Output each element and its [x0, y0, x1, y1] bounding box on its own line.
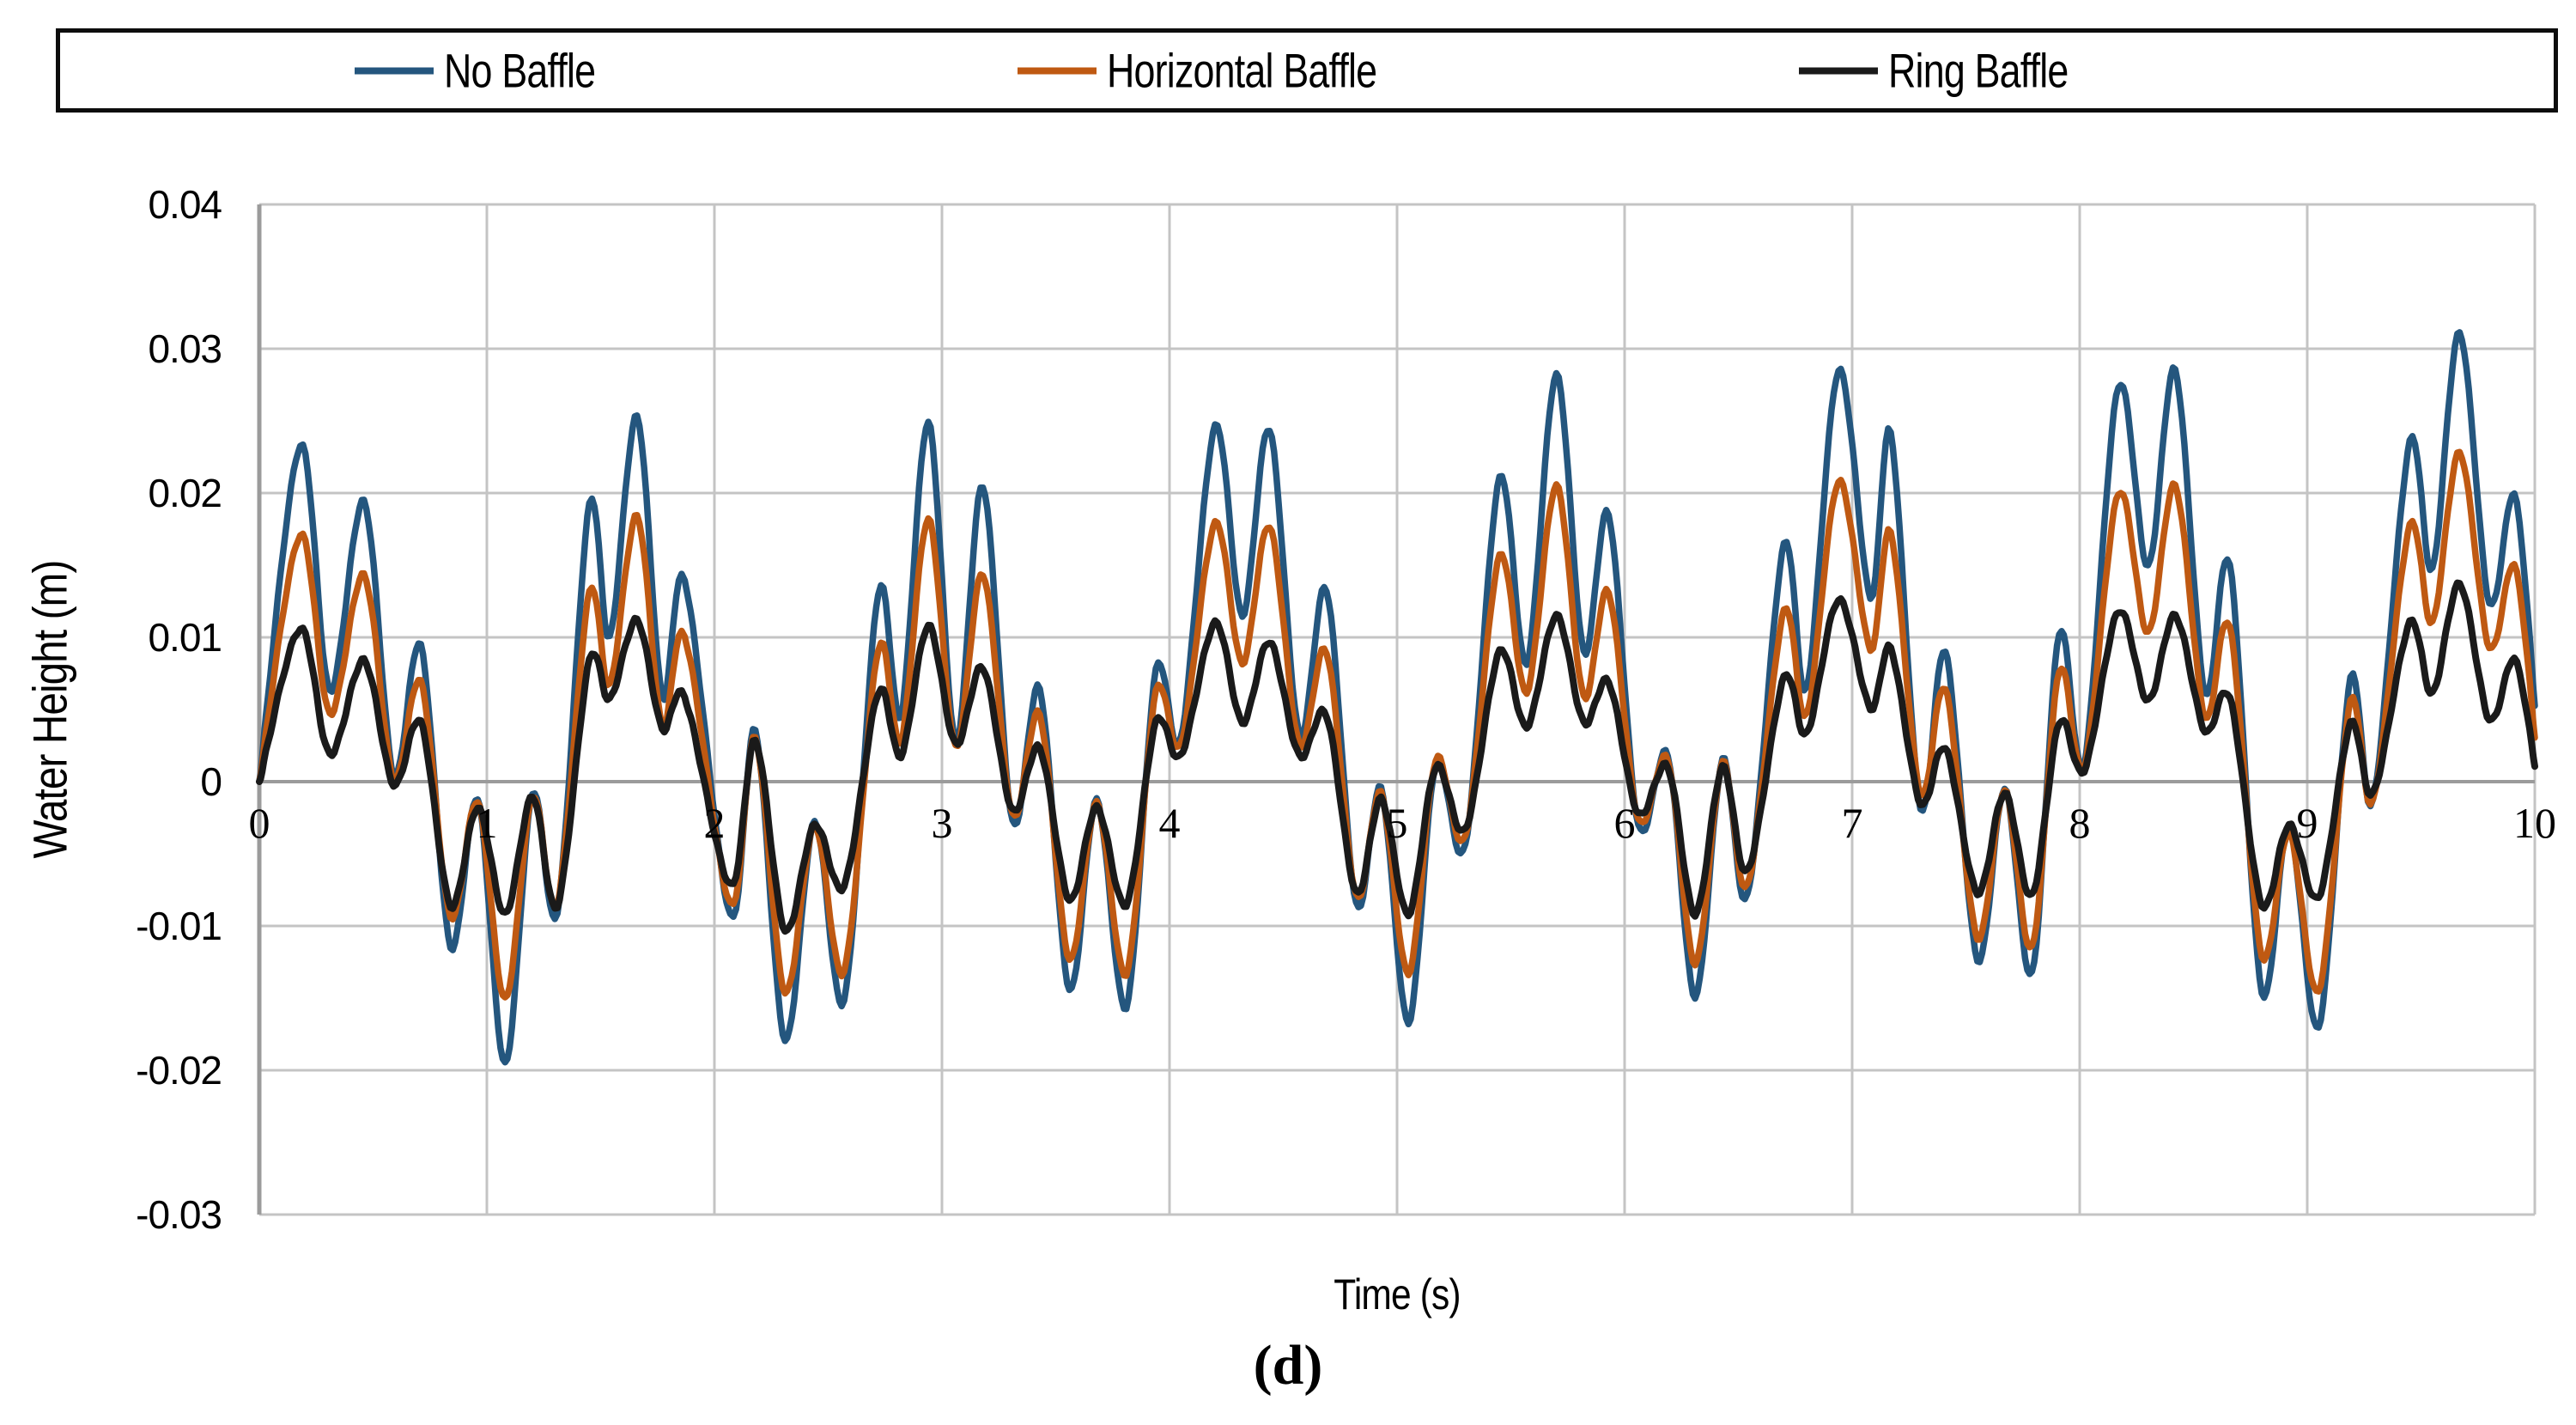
y-tick-label-0.04: 0.04 [148, 182, 222, 227]
x-tick-label-1: 1 [476, 799, 498, 847]
x-tick-label-6: 6 [1613, 799, 1636, 847]
legend-item-horizontal-baffle: Horizontal Baffle [1018, 43, 1444, 99]
series-line-ring-baffle [256, 579, 2538, 935]
horizontal-baffle-line-sample [1018, 67, 1097, 74]
legend-label-no-baffle: No Baffle [444, 43, 596, 98]
x-tick-label-4: 4 [1158, 799, 1181, 847]
y-tick-label-0: 0 [200, 759, 222, 804]
x-tick-label-9: 9 [2296, 799, 2318, 847]
x-tick-label-0: 0 [248, 799, 270, 847]
legend-label-ring-baffle: Ring Baffle [1888, 43, 2069, 98]
y-tick-label-0.01: 0.01 [148, 615, 222, 660]
data-series [256, 329, 2538, 1066]
x-tick-label-10: 10 [2513, 799, 2556, 847]
x-tick-label-3: 3 [931, 799, 953, 847]
y-axis-title: Water Height (m) [22, 560, 77, 859]
x-tick-label-5: 5 [1386, 799, 1408, 847]
legend-label-horizontal-baffle: Horizontal Baffle [1107, 43, 1377, 98]
x-tick-label-8: 8 [2069, 799, 2091, 847]
panel-label: (d) [1253, 1334, 1323, 1397]
gridlines [257, 203, 2537, 1216]
legend: No Baffle Horizontal Baffle Ring Baffle [56, 28, 2558, 113]
legend-item-ring-baffle: Ring Baffle [1799, 43, 2113, 99]
y-tick-label-0.02: 0.02 [148, 471, 222, 515]
x-tick-label-2: 2 [703, 799, 726, 847]
y-tick-label--0.01: -0.01 [136, 904, 222, 948]
x-axis-title: Time (s) [1334, 1270, 1461, 1318]
no-baffle-line-sample [355, 67, 434, 74]
series-line-horizontal-baffle [256, 448, 2538, 1001]
legend-item-no-baffle: No Baffle [355, 43, 633, 99]
y-tick-label--0.02: -0.02 [136, 1048, 222, 1093]
x-tick-label-7: 7 [1841, 799, 1863, 847]
y-tick-label-0.03: 0.03 [148, 326, 222, 371]
series-line-no-baffle [256, 329, 2538, 1066]
ring-baffle-line-sample [1799, 67, 1878, 74]
y-tick-label--0.03: -0.03 [136, 1192, 222, 1237]
